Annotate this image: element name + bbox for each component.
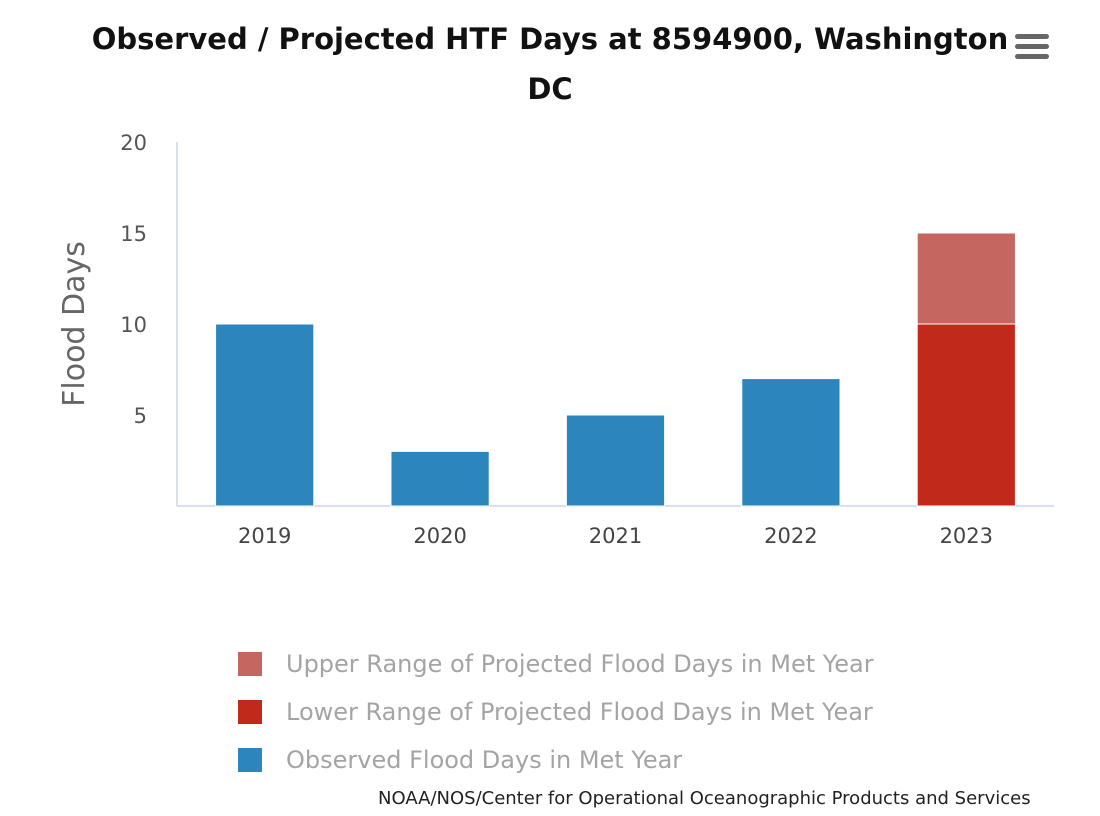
bar <box>916 232 1016 325</box>
y-tick-labels: 5 10 15 20 <box>120 131 147 428</box>
hamburger-menu-icon <box>1015 54 1049 59</box>
x-tick-label: 2023 <box>940 524 993 548</box>
x-tick-label: 2019 <box>238 524 291 548</box>
chart-menu-button[interactable] <box>1010 30 1054 66</box>
bar <box>390 450 490 507</box>
hamburger-menu-icon <box>1015 44 1049 49</box>
x-tick-label: 2021 <box>589 524 642 548</box>
legend-item[interactable]: Observed Flood Days in Met Year <box>238 736 874 784</box>
bar <box>916 323 1016 507</box>
legend-swatch <box>238 700 262 724</box>
chart-plot: Flood Days 5 10 15 20 2019 2020 2021 2022 2023 <box>57 131 1054 548</box>
legend-label: Upper Range of Projected Flood Days in M… <box>286 650 874 678</box>
bar <box>215 323 315 507</box>
x-tick-labels: 2019 2020 2021 2022 2023 <box>238 524 993 548</box>
legend-label: Observed Flood Days in Met Year <box>286 746 683 774</box>
x-tick-label: 2020 <box>413 524 466 548</box>
y-axis-title: Flood Days <box>57 241 92 407</box>
chart-legend: Upper Range of Projected Flood Days in M… <box>238 640 874 784</box>
hamburger-menu-icon <box>1015 34 1049 39</box>
bar-series <box>215 232 1016 507</box>
y-tick-label: 5 <box>134 404 147 428</box>
y-tick-label: 15 <box>120 222 147 246</box>
legend-label: Lower Range of Projected Flood Days in M… <box>286 698 873 726</box>
legend-swatch <box>238 652 262 676</box>
chart-credit: NOAA/NOS/Center for Operational Oceanogr… <box>378 788 1031 809</box>
chart-title: Observed / Projected HTF Days at 8594900… <box>91 22 1009 106</box>
bar <box>741 378 841 507</box>
y-tick-label: 10 <box>120 313 147 337</box>
bar <box>565 414 666 507</box>
legend-swatch <box>238 748 262 772</box>
legend-item[interactable]: Upper Range of Projected Flood Days in M… <box>238 640 874 688</box>
legend-item[interactable]: Lower Range of Projected Flood Days in M… <box>238 688 874 736</box>
y-tick-label: 20 <box>120 131 147 155</box>
x-tick-label: 2022 <box>764 524 817 548</box>
